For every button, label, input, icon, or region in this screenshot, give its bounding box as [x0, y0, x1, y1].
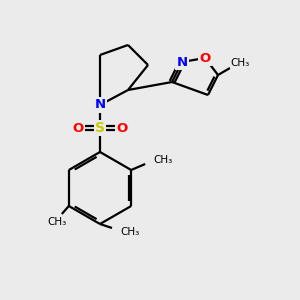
Text: CH₃: CH₃	[47, 217, 66, 227]
Text: O: O	[116, 122, 128, 134]
Text: N: N	[176, 56, 188, 68]
Text: N: N	[94, 98, 106, 112]
Text: CH₃: CH₃	[153, 155, 172, 165]
Text: S: S	[95, 121, 105, 135]
Text: CH₃: CH₃	[120, 227, 139, 237]
Text: O: O	[200, 52, 211, 64]
Text: CH₃: CH₃	[230, 58, 250, 68]
Text: O: O	[72, 122, 84, 134]
